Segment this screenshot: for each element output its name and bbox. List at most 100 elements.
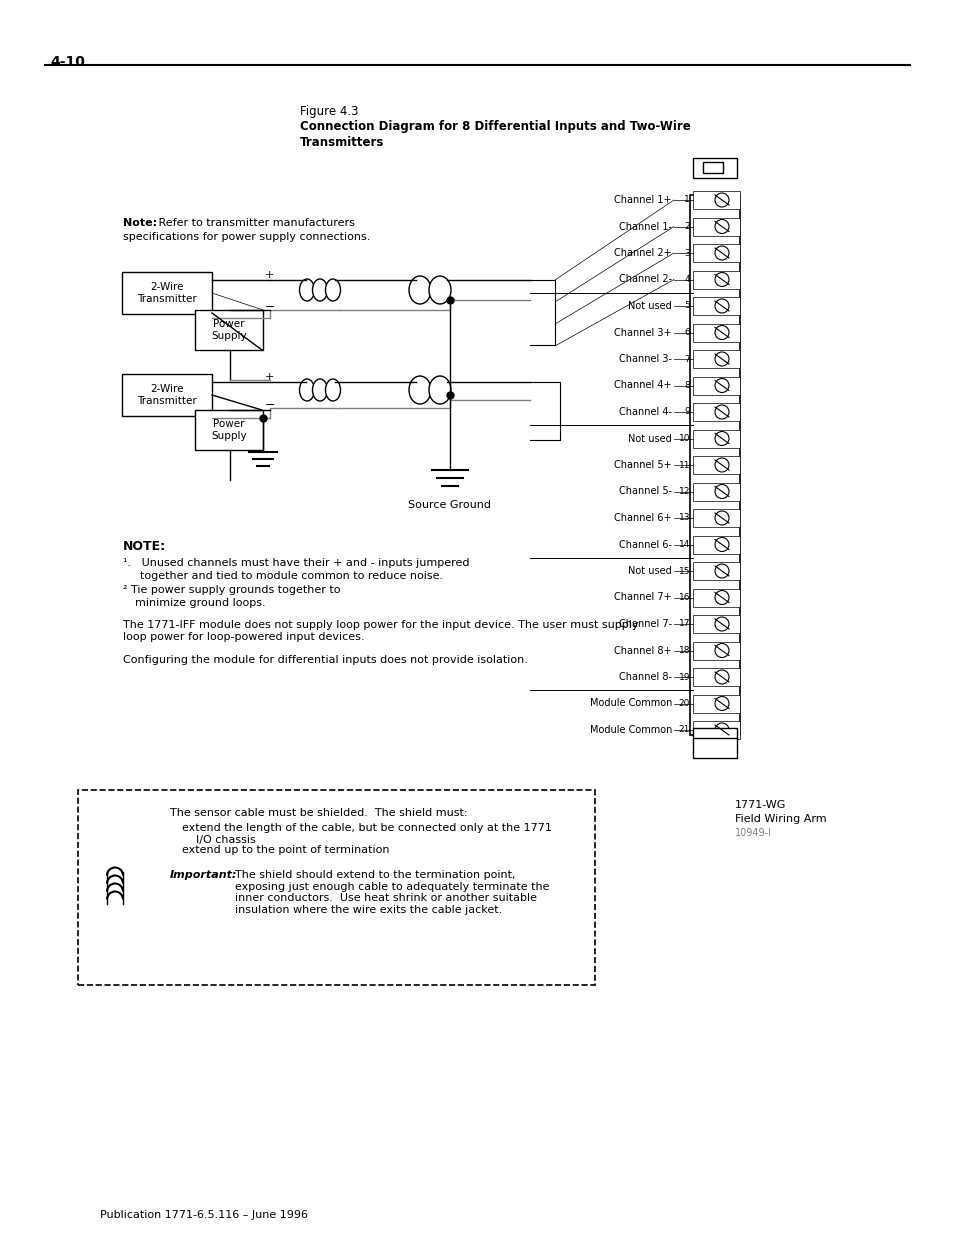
- Bar: [692, 615, 740, 634]
- Ellipse shape: [714, 697, 728, 710]
- Bar: [692, 721, 740, 739]
- Text: NOTE:: NOTE:: [123, 540, 166, 553]
- Text: 9: 9: [683, 408, 689, 416]
- Bar: [692, 377, 740, 394]
- Ellipse shape: [714, 484, 728, 499]
- Ellipse shape: [313, 379, 327, 401]
- FancyBboxPatch shape: [78, 790, 595, 986]
- Text: Channel 2-: Channel 2-: [618, 274, 671, 284]
- Text: The shield should extend to the termination point,
exposing just enough cable to: The shield should extend to the terminat…: [234, 869, 549, 915]
- Ellipse shape: [714, 352, 728, 366]
- Text: Transmitters: Transmitters: [299, 136, 384, 149]
- Text: Channel 4+: Channel 4+: [614, 380, 671, 390]
- Text: 10: 10: [678, 433, 689, 443]
- Bar: [122, 374, 212, 416]
- Text: Refer to transmitter manufacturers: Refer to transmitter manufacturers: [154, 219, 355, 228]
- Ellipse shape: [714, 326, 728, 340]
- Bar: [692, 403, 740, 421]
- Text: 10949-I: 10949-I: [734, 827, 771, 839]
- Bar: [692, 641, 740, 659]
- Text: 8: 8: [683, 382, 689, 390]
- Text: 2: 2: [683, 222, 689, 231]
- Text: 19: 19: [678, 673, 689, 682]
- Bar: [689, 195, 740, 735]
- Ellipse shape: [714, 564, 728, 578]
- Bar: [692, 296, 740, 315]
- Text: Configuring the module for differential inputs does not provide isolation.: Configuring the module for differential …: [123, 655, 527, 664]
- Text: Note:: Note:: [123, 219, 157, 228]
- Bar: [692, 158, 737, 178]
- Text: Channel 7+: Channel 7+: [614, 593, 671, 603]
- Bar: [692, 350, 740, 368]
- Text: 1: 1: [683, 195, 689, 205]
- Text: −: −: [265, 301, 275, 314]
- Text: Channel 5-: Channel 5-: [618, 487, 671, 496]
- Text: −: −: [265, 399, 275, 412]
- Ellipse shape: [714, 722, 728, 737]
- Text: 21: 21: [678, 725, 689, 735]
- Bar: [692, 483, 740, 500]
- Ellipse shape: [714, 643, 728, 657]
- Ellipse shape: [714, 405, 728, 419]
- Bar: [692, 324, 740, 342]
- Text: Publication 1771-6.5.116 – June 1996: Publication 1771-6.5.116 – June 1996: [100, 1210, 308, 1220]
- Text: Channel 8+: Channel 8+: [614, 646, 671, 656]
- Ellipse shape: [714, 193, 728, 207]
- Text: ² Tie power supply grounds together to: ² Tie power supply grounds together to: [123, 585, 340, 595]
- Ellipse shape: [429, 375, 451, 404]
- Ellipse shape: [409, 375, 431, 404]
- Ellipse shape: [714, 246, 728, 261]
- Ellipse shape: [299, 379, 314, 401]
- Bar: [692, 245, 740, 262]
- Text: Channel 1+: Channel 1+: [614, 195, 671, 205]
- Text: Channel 7-: Channel 7-: [618, 619, 671, 629]
- Text: Channel 2+: Channel 2+: [614, 248, 671, 258]
- Text: Module Common: Module Common: [589, 725, 671, 735]
- Text: 4-10: 4-10: [50, 56, 85, 69]
- Text: 4: 4: [683, 275, 689, 284]
- Bar: [194, 310, 263, 350]
- Ellipse shape: [409, 275, 431, 304]
- Text: 2-Wire
Transmitter: 2-Wire Transmitter: [137, 283, 196, 304]
- Text: 16: 16: [678, 593, 689, 601]
- Bar: [194, 410, 263, 450]
- Text: Not used: Not used: [628, 566, 671, 576]
- Bar: [692, 536, 740, 553]
- Text: The sensor cable must be shielded.  The shield must:: The sensor cable must be shielded. The s…: [170, 808, 467, 818]
- Ellipse shape: [714, 590, 728, 604]
- Bar: [702, 162, 722, 173]
- Text: 1771-WG: 1771-WG: [734, 800, 785, 810]
- Text: Important:: Important:: [170, 869, 237, 881]
- Ellipse shape: [325, 279, 340, 301]
- Text: 6: 6: [683, 329, 689, 337]
- Bar: [692, 668, 740, 685]
- Bar: [122, 272, 212, 314]
- Text: Channel 4-: Channel 4-: [618, 408, 671, 417]
- Text: Channel 6-: Channel 6-: [618, 540, 671, 550]
- Ellipse shape: [325, 379, 340, 401]
- Text: 7: 7: [683, 354, 689, 363]
- Text: Channel 3-: Channel 3-: [618, 354, 671, 364]
- Ellipse shape: [714, 299, 728, 312]
- Text: extend the length of the cable, but be connected only at the 1771
    I/O chassi: extend the length of the cable, but be c…: [182, 823, 551, 845]
- Text: Channel 1-: Channel 1-: [618, 221, 671, 231]
- Ellipse shape: [714, 431, 728, 446]
- Text: specifications for power supply connections.: specifications for power supply connecti…: [123, 232, 370, 242]
- Bar: [692, 727, 737, 740]
- Ellipse shape: [714, 671, 728, 684]
- Text: Not used: Not used: [628, 433, 671, 443]
- Text: 17: 17: [678, 620, 689, 629]
- Text: 3: 3: [683, 248, 689, 258]
- Text: +: +: [265, 372, 274, 382]
- Text: 5: 5: [683, 301, 689, 310]
- Text: Channel 8-: Channel 8-: [618, 672, 671, 682]
- Bar: [692, 562, 740, 580]
- Text: 13: 13: [678, 514, 689, 522]
- Ellipse shape: [714, 511, 728, 525]
- Text: ¹.   Unused channels must have their + and - inputs jumpered: ¹. Unused channels must have their + and…: [123, 558, 469, 568]
- Text: 14: 14: [678, 540, 689, 550]
- Bar: [692, 456, 740, 474]
- Text: extend up to the point of termination: extend up to the point of termination: [182, 845, 389, 855]
- Ellipse shape: [714, 273, 728, 287]
- Ellipse shape: [429, 275, 451, 304]
